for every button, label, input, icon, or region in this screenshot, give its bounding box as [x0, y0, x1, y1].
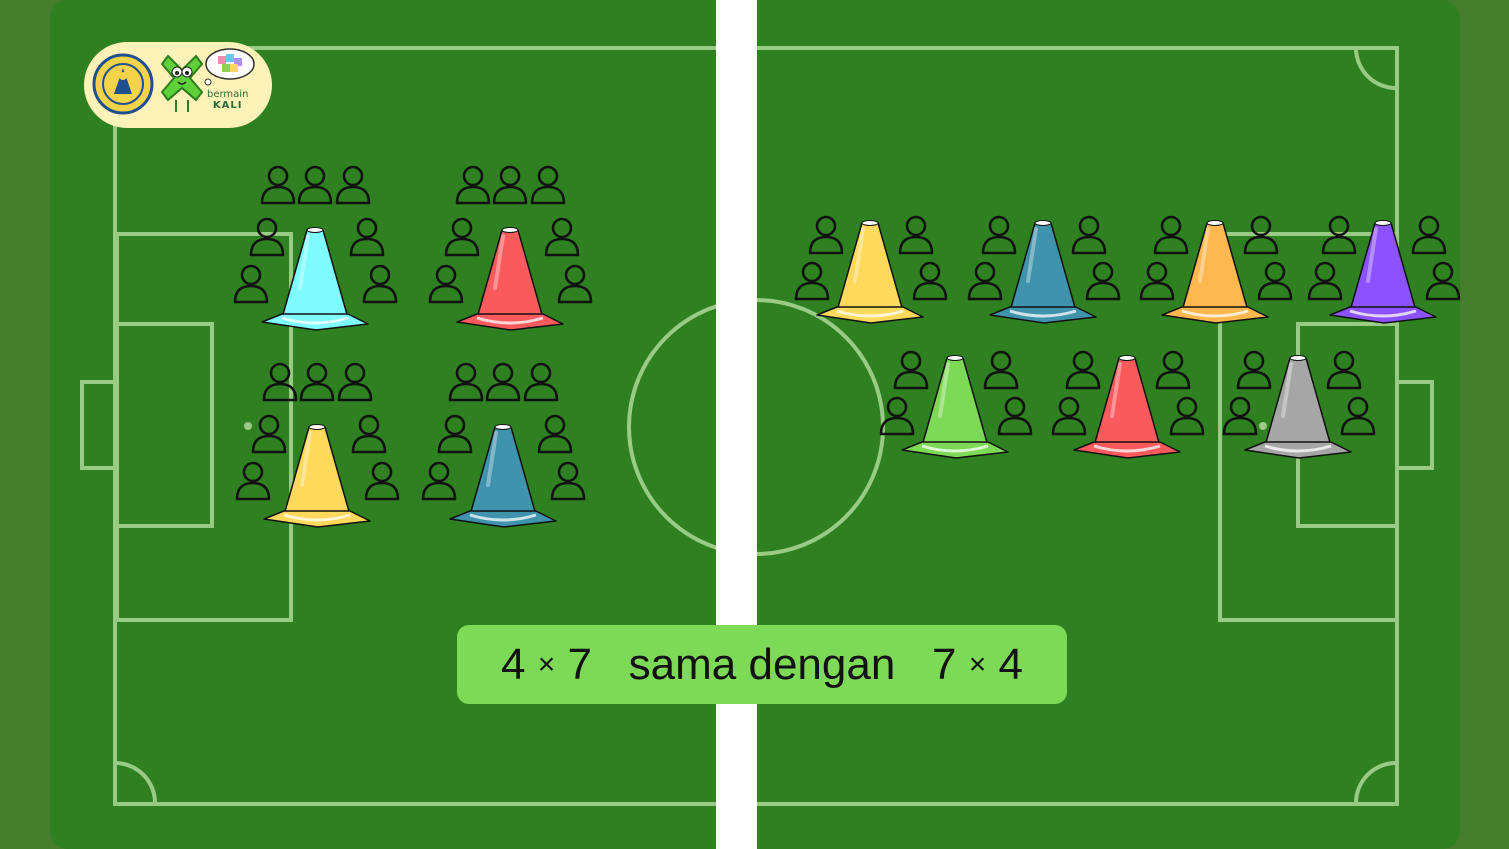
logo-badge: [84, 42, 272, 128]
university-seal-icon: [92, 53, 154, 115]
left-factor: 4: [501, 639, 526, 689]
equation-connector: sama dengan: [628, 639, 896, 689]
brand-line-2: KALI: [212, 100, 243, 111]
right-multiplier: 4: [998, 639, 1023, 689]
right-factor: 7: [932, 639, 957, 689]
center-divider: [716, 0, 757, 849]
mascot-icon: [160, 54, 204, 112]
left-times-sign: ×: [537, 647, 556, 681]
thought-bubble-icon: [204, 48, 255, 86]
equation-banner: 4 × 7 sama dengan 7 × 4: [457, 625, 1067, 704]
left-multiplier: 7: [567, 639, 592, 689]
right-times-sign: ×: [968, 647, 987, 681]
brand-line-1: bermain: [207, 89, 249, 100]
brand-wordmark: bermain KALI: [207, 89, 248, 111]
